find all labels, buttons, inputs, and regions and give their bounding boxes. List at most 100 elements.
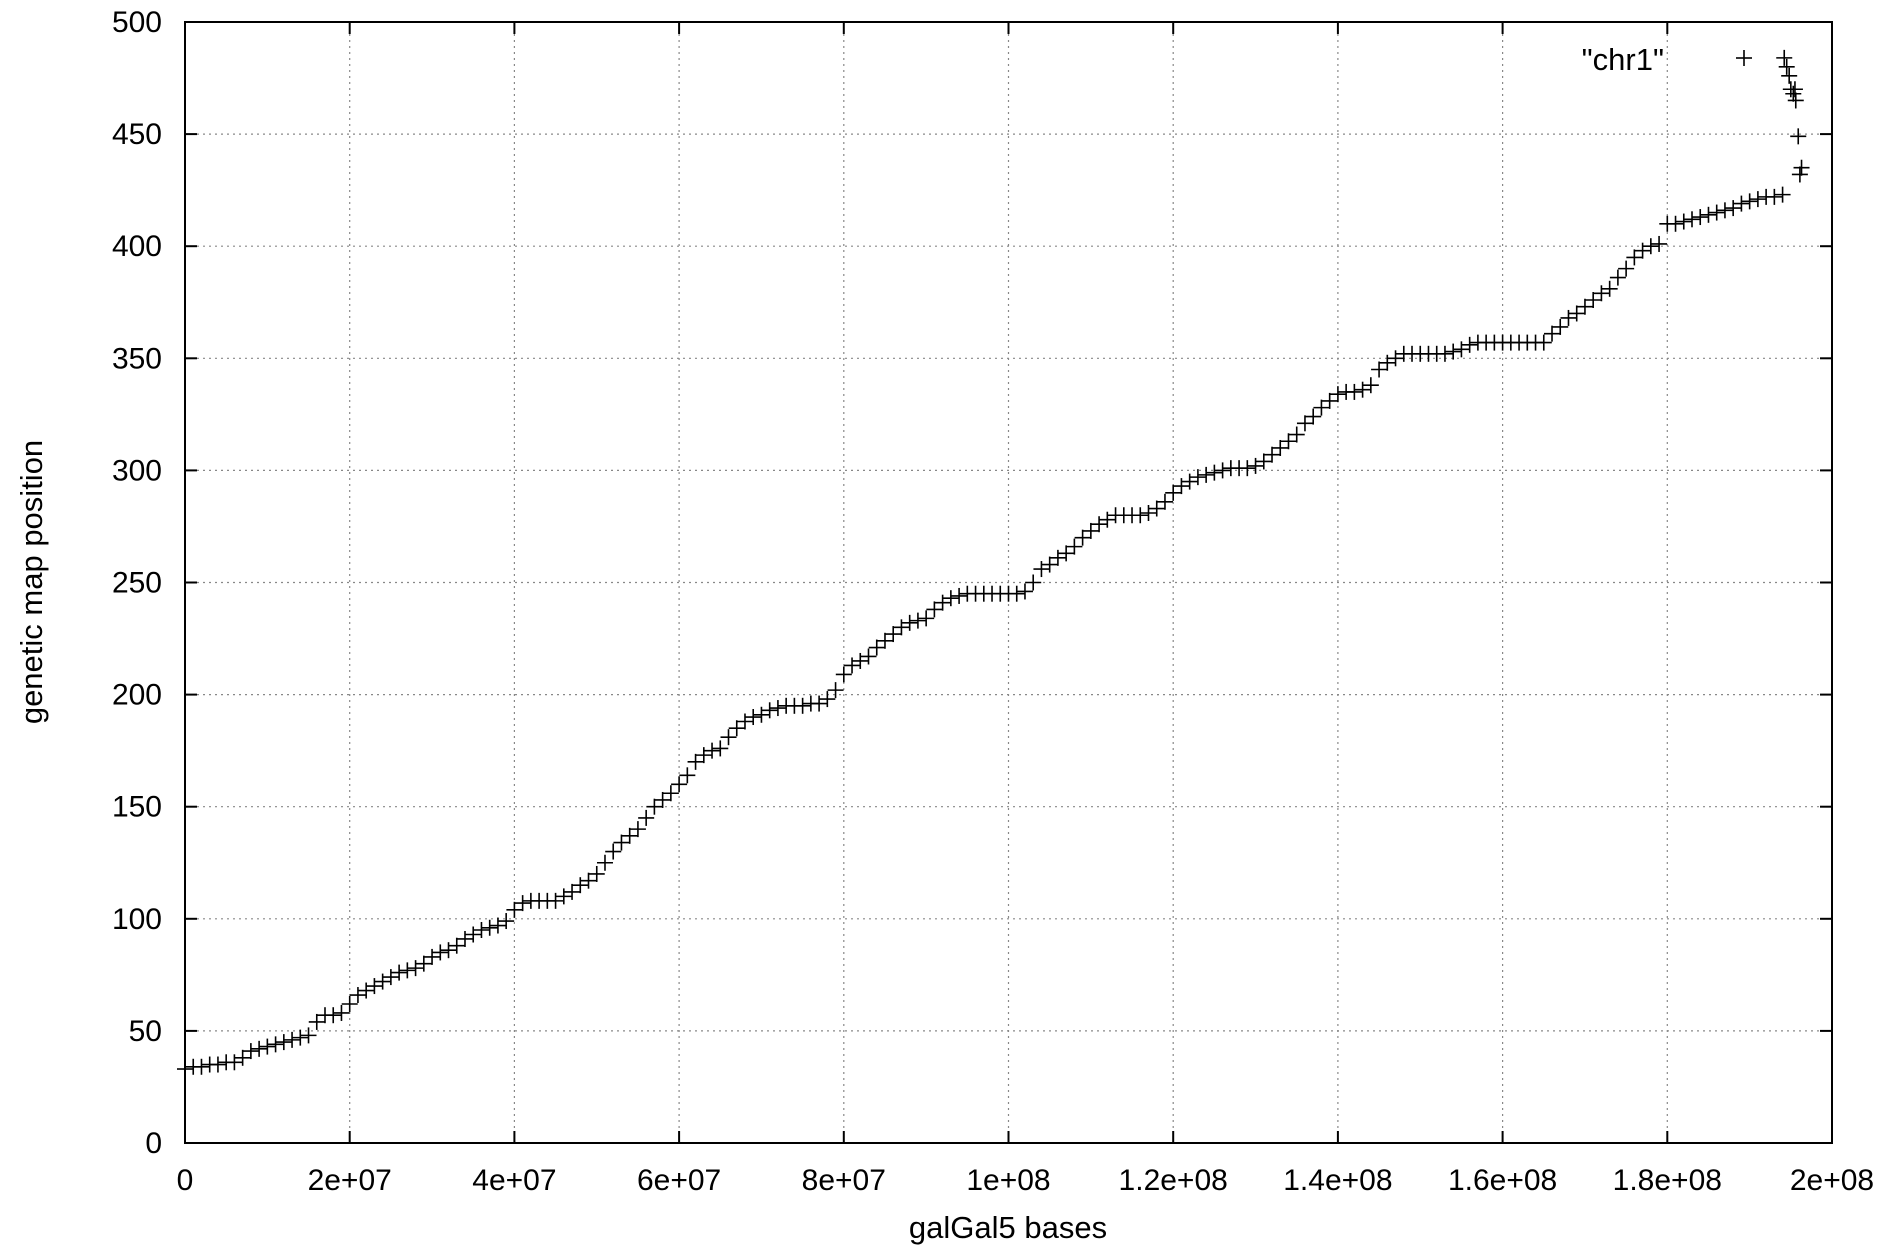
data-point <box>580 872 597 889</box>
data-point <box>1626 249 1643 266</box>
data-point <box>1700 206 1717 223</box>
data-point <box>1082 522 1099 539</box>
data-point <box>1329 386 1346 403</box>
data-point <box>456 930 473 947</box>
data-point <box>432 944 449 961</box>
data-point <box>1535 334 1552 351</box>
data-point <box>506 901 523 918</box>
y-tick-label: 200 <box>112 679 162 712</box>
data-point <box>1749 191 1766 208</box>
data-point <box>1239 460 1256 477</box>
data-point <box>391 964 408 981</box>
x-tick-label: 2e+08 <box>1790 1164 1874 1197</box>
data-point <box>901 614 918 631</box>
data-point <box>1453 341 1470 358</box>
data-point <box>1033 561 1050 578</box>
data-point <box>308 1013 325 1030</box>
data-point <box>695 747 712 764</box>
data-point <box>687 753 704 770</box>
data-point <box>1766 188 1783 205</box>
y-axis-label: genetic map position <box>14 440 49 724</box>
data-point <box>951 587 968 604</box>
data-point <box>1066 538 1083 555</box>
data-point <box>349 987 366 1004</box>
x-tick-label: 1.4e+08 <box>1283 1164 1392 1197</box>
data-point <box>1198 466 1215 483</box>
data-point <box>1280 433 1297 450</box>
data-point <box>1667 215 1684 232</box>
data-point <box>1288 426 1305 443</box>
data-point <box>1585 292 1602 309</box>
data-point <box>1296 415 1313 432</box>
axis-ticks: 0 2e+07 4e+07 6e+07 8e+07 1e+08 1.2e+08 1.4e+08… <box>112 6 1874 1197</box>
data-point <box>489 917 506 934</box>
legend: "chr1" <box>1582 42 1752 77</box>
data-point <box>1354 381 1371 398</box>
data-point <box>1733 195 1750 212</box>
data-point <box>918 610 935 627</box>
data-point <box>679 767 696 784</box>
x-tick-label: 2e+07 <box>308 1164 392 1197</box>
data-point <box>605 843 622 860</box>
data-point <box>275 1034 292 1051</box>
data-point <box>769 700 786 717</box>
data-point <box>1461 336 1478 353</box>
x-axis-label: galGal5 bases <box>909 1210 1107 1245</box>
data-point <box>300 1027 317 1044</box>
data-point <box>745 709 762 726</box>
data-point <box>382 969 399 986</box>
data-point <box>1346 383 1363 400</box>
data-point <box>638 809 655 826</box>
y-tick-label: 50 <box>129 1015 162 1048</box>
data-point <box>844 657 861 674</box>
data-point <box>341 995 358 1012</box>
data-point <box>942 590 959 607</box>
data-point <box>325 1007 342 1024</box>
data-point <box>1785 85 1802 102</box>
data-point <box>596 854 613 871</box>
data-point <box>415 955 432 972</box>
data-point <box>1708 204 1725 221</box>
data-point <box>1684 211 1701 228</box>
data-point <box>1305 408 1322 425</box>
y-tick-label: 150 <box>112 791 162 824</box>
data-point <box>1781 67 1798 84</box>
y-tick-label: 400 <box>112 230 162 263</box>
legend-plus-marker <box>1736 50 1752 66</box>
data-point <box>934 594 951 611</box>
data-point <box>712 740 729 757</box>
data-point <box>1634 242 1651 259</box>
data-point <box>1787 92 1804 109</box>
data-point <box>259 1038 276 1055</box>
data-point <box>1642 238 1659 255</box>
data-point <box>1362 377 1379 394</box>
data-point <box>473 922 490 939</box>
data-point <box>226 1054 243 1071</box>
data-point <box>1379 354 1396 371</box>
data-point <box>646 798 663 815</box>
data-point <box>1609 269 1626 286</box>
x-tick-label: 4e+07 <box>472 1164 556 1197</box>
legend-series-label: "chr1" <box>1582 42 1664 77</box>
data-point <box>1778 58 1795 75</box>
data-point <box>662 785 679 802</box>
data-point <box>1725 200 1742 217</box>
data-point <box>1741 193 1758 210</box>
data-point <box>209 1056 226 1073</box>
data-point <box>1173 478 1190 495</box>
data-point <box>407 960 424 977</box>
data-points <box>177 49 1810 1078</box>
y-tick-label: 100 <box>112 903 162 936</box>
data-point <box>909 612 926 629</box>
data-point <box>621 827 638 844</box>
data-point <box>876 632 893 649</box>
data-point <box>1091 516 1108 533</box>
x-tick-label: 1.6e+08 <box>1448 1164 1557 1197</box>
data-point <box>893 619 910 636</box>
data-point <box>284 1031 301 1048</box>
data-point <box>251 1040 268 1057</box>
y-tick-label: 0 <box>145 1127 162 1160</box>
data-point <box>1786 81 1803 98</box>
y-tick-label: 350 <box>112 342 162 375</box>
